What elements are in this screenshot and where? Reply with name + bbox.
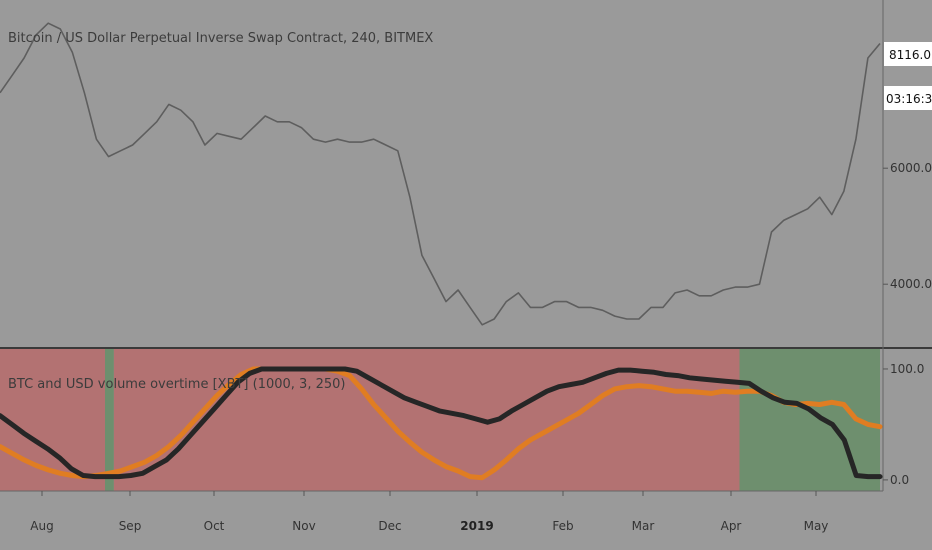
price-axis-ticks: 6000.0 4000.0 — [883, 161, 932, 291]
time-axis-bg — [0, 491, 932, 550]
price-tick-label: 6000.0 — [890, 161, 932, 175]
indicator-axis-ticks: 100.0 0.0 — [883, 362, 924, 487]
last-price-label: 8116.0 — [884, 42, 932, 66]
time-tick-label: Oct — [204, 519, 225, 533]
time-tick-label: Apr — [721, 519, 742, 533]
time-tick-label: 2019 — [460, 519, 493, 533]
last-price-text: 8116.0 — [889, 48, 931, 62]
indicator-tick-label: 0.0 — [890, 473, 909, 487]
time-axis-ticks: Aug Sep Oct Nov Dec 2019 Feb Mar Apr May — [30, 491, 828, 533]
indicator-series — [0, 366, 883, 481]
indicator-tick-label: 100.0 — [890, 362, 924, 376]
time-tick-label: Sep — [119, 519, 142, 533]
price-axis-bg — [883, 0, 932, 550]
indicator-line-orange — [0, 366, 883, 481]
region-0 — [0, 349, 106, 491]
time-tick-label: Dec — [378, 519, 401, 533]
time-tick-label: Feb — [552, 519, 573, 533]
price-pane-bg — [0, 0, 883, 348]
price-chart-title: Bitcoin / US Dollar Perpetual Inverse Sw… — [8, 31, 433, 46]
time-tick-label: Aug — [30, 519, 53, 533]
region-1 — [105, 349, 114, 491]
time-tick-label: Mar — [632, 519, 655, 533]
countdown-text: 03:16:39 — [886, 92, 932, 106]
indicator-line-black — [0, 366, 883, 480]
price-series — [0, 22, 881, 326]
time-tick-label: May — [804, 519, 829, 533]
price-series-line — [0, 22, 881, 326]
time-tick-label: Nov — [292, 519, 315, 533]
price-tick-label: 4000.0 — [890, 277, 932, 291]
indicator-title: BTC and USD volume overtime [XBT] (1000,… — [8, 377, 345, 392]
countdown-label: 03:16:39 — [884, 86, 932, 110]
indicator-regions — [0, 349, 880, 491]
